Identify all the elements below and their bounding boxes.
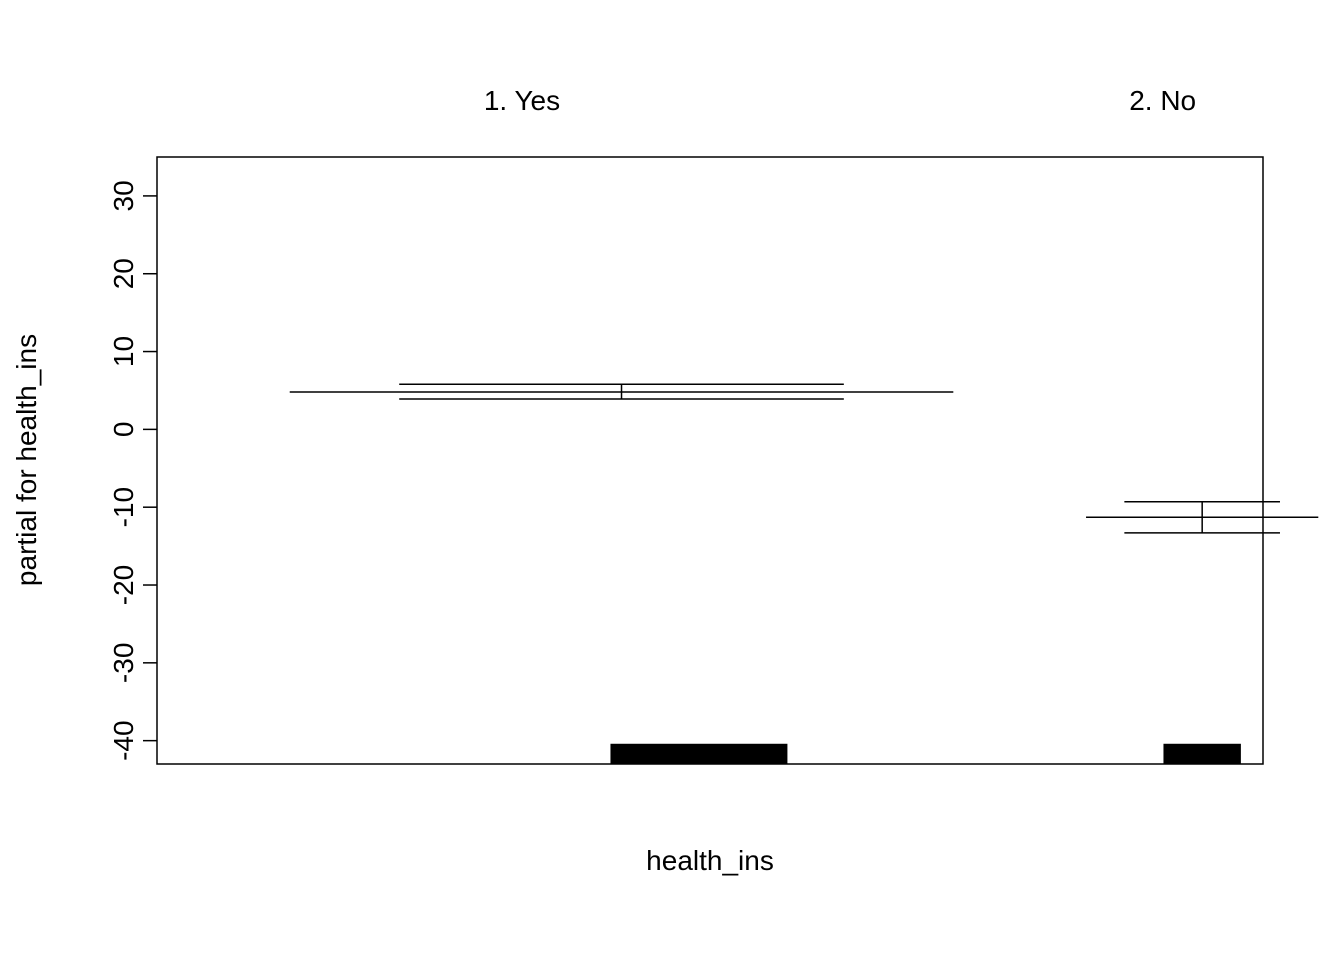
plot-frame: [156, 156, 1264, 765]
y-axis: -40 -30 -20 -10 0 10 20 30: [108, 180, 157, 761]
chart-marks: [289, 383, 1319, 764]
y-tick-label: -10: [108, 487, 139, 527]
y-tick-label: 20: [108, 258, 139, 289]
y-tick-label: -40: [108, 720, 139, 760]
x-axis-label: health_ins: [646, 845, 774, 876]
y-axis-label: partial for health_ins: [11, 334, 42, 586]
y-tick-label: -20: [108, 565, 139, 605]
y-tick-label: 10: [108, 336, 139, 367]
category-label: 1. Yes: [484, 85, 560, 116]
category-labels: 1. Yes 2. No: [484, 85, 1196, 116]
y-tick-label: 0: [108, 422, 139, 438]
y-tick-label: 30: [108, 180, 139, 211]
rug-block: [610, 743, 788, 764]
rug-block: [1163, 743, 1241, 764]
category-label: 2. No: [1129, 85, 1196, 116]
y-tick-label: -30: [108, 643, 139, 683]
